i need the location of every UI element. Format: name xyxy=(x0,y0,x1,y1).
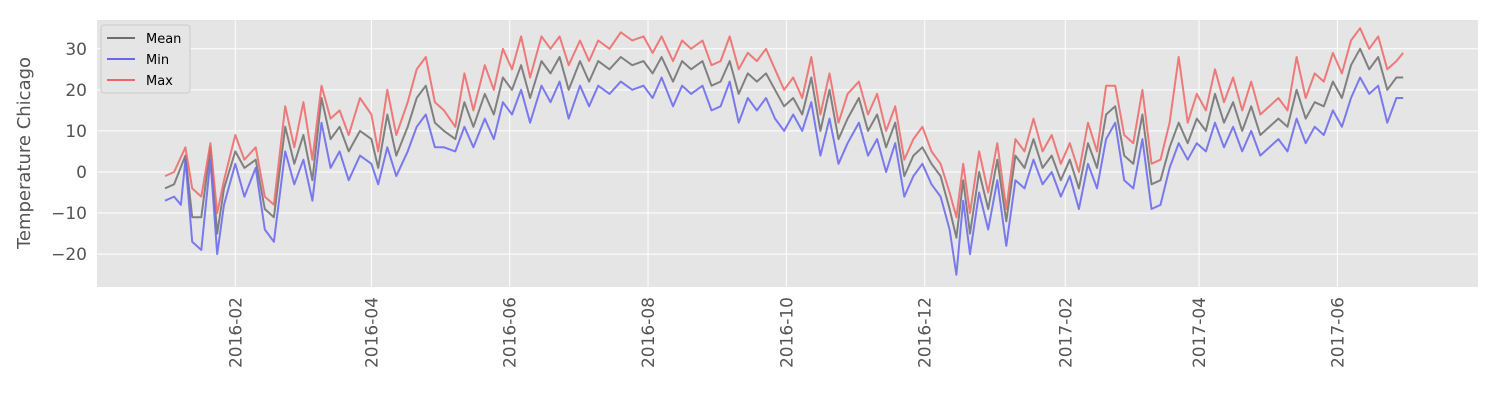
y-tick-label: 0 xyxy=(76,163,87,183)
y-tick-label: −10 xyxy=(51,204,87,224)
series-line-max xyxy=(164,27,1404,219)
x-tick-label: 2017-02 xyxy=(1056,297,1076,368)
legend-label-max: Max xyxy=(146,74,173,89)
series-line-min xyxy=(164,76,1404,276)
plot-background xyxy=(97,20,1478,287)
series-line-mean xyxy=(164,47,1404,239)
x-tick-label: 2016-08 xyxy=(639,297,659,368)
legend-box xyxy=(100,24,191,94)
x-tick-label: 2017-06 xyxy=(1328,297,1348,368)
legend-label-min: Min xyxy=(146,53,169,68)
y-tick-label: 20 xyxy=(65,81,87,101)
x-tick-label: 2016-12 xyxy=(916,297,936,368)
series-lines xyxy=(164,27,1404,276)
y-tick-label: 30 xyxy=(65,40,87,60)
x-tick-label: 2016-02 xyxy=(226,297,246,368)
x-tick-label: 2016-06 xyxy=(501,297,521,368)
y-tick-labels: −20 −10 0 10 20 30 xyxy=(51,40,87,265)
x-tick-label: 2016-04 xyxy=(362,297,382,368)
x-tick-label: 2016-10 xyxy=(777,297,797,368)
y-tick-label: 10 xyxy=(65,122,87,142)
x-tick-label: 2017-04 xyxy=(1190,297,1210,368)
y-axis-label: Temperature Chicago xyxy=(14,57,35,250)
y-tick-label: −20 xyxy=(51,245,87,265)
legend: Mean Min Max xyxy=(100,24,191,94)
legend-label-mean: Mean xyxy=(146,32,181,47)
x-tick-labels: 2016-02 2016-04 2016-06 2016-08 2016-10 2016-… xyxy=(226,297,1348,368)
